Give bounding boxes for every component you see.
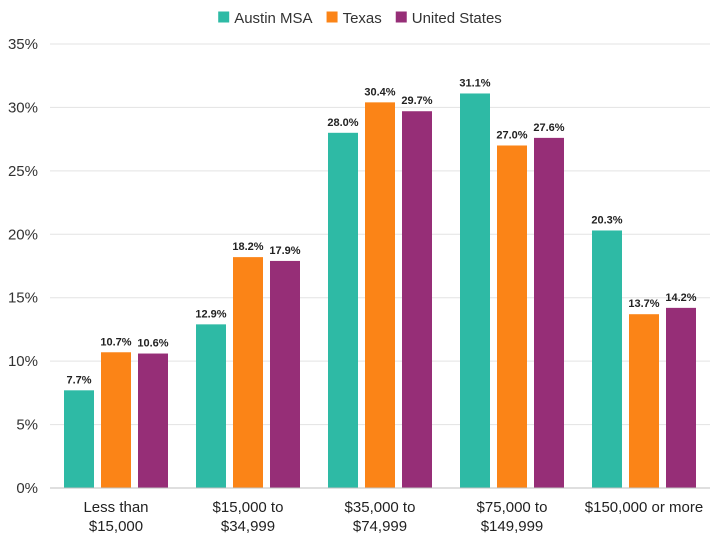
- y-tick-label: 5%: [16, 417, 38, 434]
- data-label: 28.0%: [327, 117, 358, 129]
- bar: [196, 324, 226, 488]
- y-tick-label: 10%: [8, 353, 38, 370]
- y-tick-label: 30%: [8, 99, 38, 116]
- data-labels: 7.7% 10.7% 10.6% 12.9% 18.2% 17.9% 28.0% 30.4% 2…: [66, 77, 696, 386]
- bar: [138, 353, 168, 488]
- data-label: 10.7%: [100, 336, 131, 348]
- x-tick-label: $150,000 or more: [585, 499, 703, 516]
- y-tick-label: 15%: [8, 290, 38, 307]
- y-tick-label: 0%: [16, 480, 38, 497]
- x-tick-label: $15,000 to: [213, 499, 284, 516]
- bar: [233, 257, 263, 488]
- bar: [402, 111, 432, 488]
- data-label: 31.1%: [459, 77, 490, 89]
- legend-swatch: [218, 11, 230, 23]
- data-label: 14.2%: [665, 292, 696, 304]
- bar: [328, 132, 358, 489]
- x-tick-label: $75,000 to: [477, 499, 548, 516]
- bar: [497, 145, 527, 488]
- bar: [64, 390, 94, 488]
- data-label: 12.9%: [195, 308, 226, 320]
- legend-label: Austin MSA: [234, 10, 312, 27]
- bars: [64, 93, 696, 489]
- bar: [365, 102, 395, 489]
- x-tick-label: $35,000 to: [345, 499, 416, 516]
- bar: [534, 137, 564, 489]
- x-axis: Less than $15,000 $15,000 to $34,999 $35,000…: [50, 487, 710, 535]
- x-tick-label: $149,999: [481, 518, 544, 535]
- y-tick-label: 20%: [8, 226, 38, 243]
- legend: Austin MSA Texas United States: [218, 10, 502, 27]
- bar: [270, 260, 300, 488]
- bar: [592, 230, 622, 489]
- data-label: 27.6%: [533, 122, 564, 134]
- data-label: 18.2%: [232, 241, 263, 253]
- data-label: 7.7%: [66, 374, 91, 386]
- data-label: 20.3%: [591, 214, 622, 226]
- bar: [101, 352, 131, 488]
- data-label: 29.7%: [401, 95, 432, 107]
- bar: [629, 314, 659, 488]
- bar: [460, 93, 490, 488]
- bar: [666, 307, 696, 488]
- data-label: 27.0%: [496, 129, 527, 141]
- y-tick-label: 25%: [8, 163, 38, 180]
- data-label: 30.4%: [364, 86, 395, 98]
- y-axis-tick-labels: 0% 5% 10% 15% 20% 25% 30% 35%: [8, 36, 38, 497]
- x-tick-label: $34,999: [221, 518, 275, 535]
- data-label: 10.6%: [137, 338, 168, 350]
- y-tick-label: 35%: [8, 36, 38, 53]
- data-label: 13.7%: [628, 298, 659, 310]
- legend-swatch: [326, 11, 338, 23]
- x-tick-label: Less than: [83, 499, 148, 516]
- data-label: 17.9%: [269, 245, 300, 257]
- legend-label: Texas: [343, 10, 382, 27]
- x-tick-label: $15,000: [89, 518, 143, 535]
- x-tick-label: $74,999: [353, 518, 407, 535]
- legend-swatch: [395, 11, 407, 23]
- legend-label: United States: [412, 10, 502, 27]
